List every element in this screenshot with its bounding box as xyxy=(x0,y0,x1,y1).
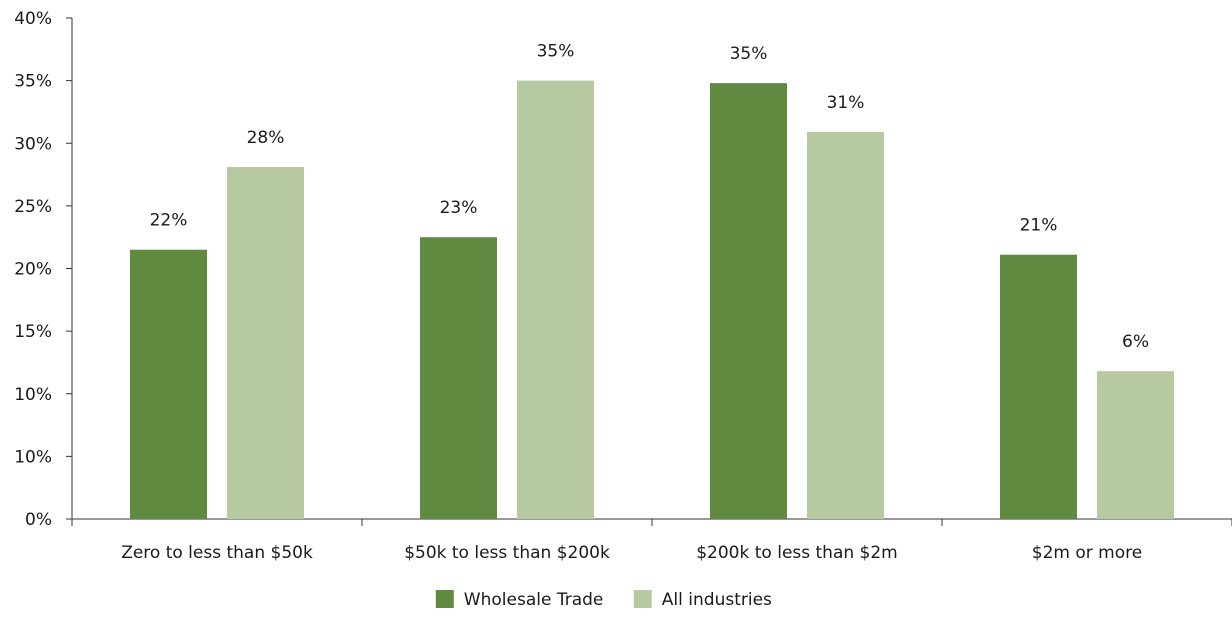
data-label: 22% xyxy=(150,211,188,231)
y-tick-label: 35% xyxy=(14,72,52,92)
data-label: 28% xyxy=(247,128,285,148)
data-label: 23% xyxy=(440,198,478,218)
data-label: 31% xyxy=(827,93,865,113)
legend-label: All industries xyxy=(662,590,772,610)
legend-swatch xyxy=(633,590,652,608)
legend: Wholesale Trade All industries xyxy=(435,590,772,610)
bars xyxy=(130,80,1174,520)
y-axis: 0% 10% 10% 15% 20% 25% 30% 35% 40% xyxy=(14,9,73,530)
y-tick-label: 20% xyxy=(14,260,52,280)
y-tick-label: 30% xyxy=(14,134,52,154)
bar xyxy=(1097,371,1174,519)
x-axis: Zero to less than $50k $50k to less than … xyxy=(71,518,1232,563)
bar xyxy=(710,83,787,519)
data-label: 21% xyxy=(1020,216,1058,236)
x-category-label: Zero to less than $50k xyxy=(121,543,313,563)
y-tick-label: 15% xyxy=(14,322,52,342)
bar xyxy=(1000,254,1077,519)
x-category-label: $200k to less than $2m xyxy=(696,543,898,563)
bar xyxy=(130,249,207,519)
y-tick-label: 10% xyxy=(14,447,52,467)
data-labels: 22% 23% 35% 21% 28% 35% 31% 6% xyxy=(150,42,1149,353)
y-tick-label: 40% xyxy=(14,9,52,29)
legend-label: Wholesale Trade xyxy=(464,590,604,610)
y-tick-label: 25% xyxy=(14,197,52,217)
x-category-label: $50k to less than $200k xyxy=(404,543,610,563)
data-label: 35% xyxy=(730,44,768,64)
bar xyxy=(517,80,594,519)
y-tick-label: 10% xyxy=(14,385,52,405)
bar xyxy=(227,167,304,520)
data-label: 6% xyxy=(1122,332,1149,352)
bar xyxy=(807,131,884,520)
bar xyxy=(420,237,497,519)
y-tick-label: 0% xyxy=(25,510,52,530)
x-category-label: $2m or more xyxy=(1032,543,1142,563)
legend-swatch xyxy=(435,590,454,608)
data-label: 35% xyxy=(537,42,575,62)
